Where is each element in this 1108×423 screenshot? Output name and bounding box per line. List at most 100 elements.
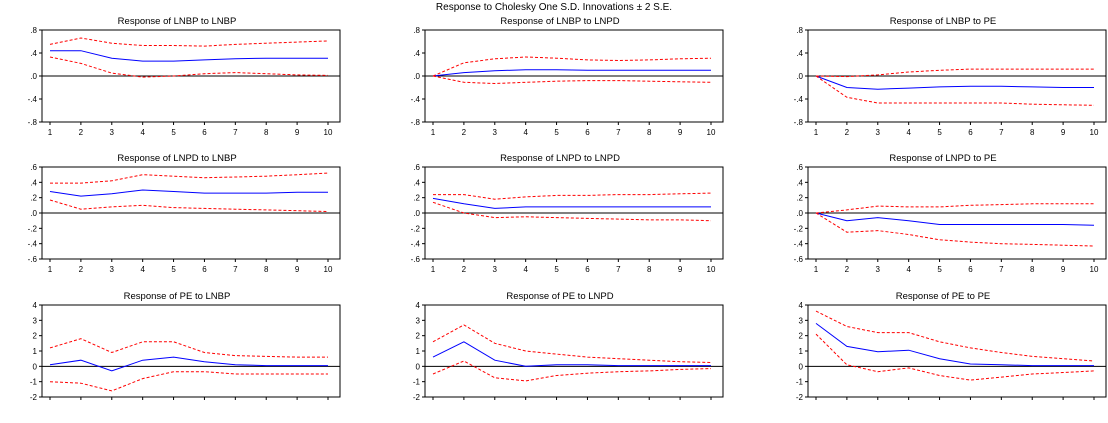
y-tick-label: .8 xyxy=(30,26,37,35)
upper-band-line xyxy=(815,203,1094,214)
x-tick-label: 4 xyxy=(140,128,145,137)
y-tick-label: 3 xyxy=(799,316,804,325)
response-line xyxy=(815,322,1094,367)
y-tick-label: .4 xyxy=(30,49,37,58)
x-tick-label: 2 xyxy=(845,265,850,274)
x-tick-label: 10 xyxy=(1090,265,1099,274)
upper-band-line xyxy=(50,172,329,184)
irf-panel: Response of LNPD to LNBP -.6 -.4 -.2 .0 .2 .4.… xyxy=(12,153,342,281)
x-tick-label: 7 xyxy=(999,265,1004,274)
x-tick-label: 1 xyxy=(814,265,819,274)
y-tick-label: .0 xyxy=(796,209,803,218)
y-tick-label: 0 xyxy=(799,362,804,371)
y-tick-label: -.4 xyxy=(794,240,804,249)
x-tick-label: 8 xyxy=(264,265,269,274)
y-tick-label: .6 xyxy=(413,163,420,172)
x-tick-label: 8 xyxy=(647,265,652,274)
x-tick-label: 8 xyxy=(1030,128,1035,137)
plot-frame xyxy=(424,304,724,398)
irf-panel: Response of LNBP to LNBP -.8 -.4 .0 .4 .8 1 2 3 4… xyxy=(12,16,342,144)
panel-title: Response of LNBP to PE xyxy=(889,16,997,27)
y-tick-label: -.8 xyxy=(411,118,421,127)
x-tick-label: 1 xyxy=(431,265,436,274)
x-tick-label: 7 xyxy=(233,265,238,274)
x-tick-label: 6 xyxy=(585,128,590,137)
irf-chart: -.8 -.4 .0 .4 .8 1 2 3 4 5 6 7 8 9 10 xyxy=(794,26,1107,137)
x-tick-label: 2 xyxy=(462,265,467,274)
x-tick-label: 6 xyxy=(585,265,590,274)
irf-chart: -.6 -.4 -.2 .0 .2 .4 .6 1 2 3 4 5 6 7 8 9 10 xyxy=(411,163,724,274)
panel-title: Response of LNBP to LNPD xyxy=(500,16,620,27)
x-tick-label: 3 xyxy=(110,265,115,274)
response-line xyxy=(49,356,328,372)
response-line xyxy=(432,341,711,367)
lower-band-line xyxy=(432,201,712,222)
x-tick-label: 10 xyxy=(324,128,333,137)
y-tick-label: .4 xyxy=(796,49,803,58)
y-tick-label: -2 xyxy=(30,393,38,402)
y-tick-label: 0 xyxy=(33,362,38,371)
y-tick-label: -2 xyxy=(413,393,421,402)
response-line xyxy=(432,69,711,77)
panel-title: Response of LNPD to LNPD xyxy=(500,153,620,164)
y-tick-label: -.2 xyxy=(28,224,38,233)
x-tick-label: 9 xyxy=(678,265,683,274)
lower-band-line xyxy=(432,360,712,382)
response-line xyxy=(815,212,1095,226)
upper-band-line xyxy=(49,37,329,47)
plot-frame xyxy=(807,304,1107,398)
x-tick-label: 9 xyxy=(1061,265,1066,274)
y-tick-label: -.8 xyxy=(794,118,804,127)
y-tick-label: -.6 xyxy=(28,255,38,264)
x-tick-label: 3 xyxy=(493,128,498,137)
upper-band-line xyxy=(432,56,712,77)
y-tick-label: 3 xyxy=(416,316,421,325)
irf-panel: Response of LNPD to PE -.6 -.4 -.2 .0 .2 .4 .6 1… xyxy=(778,153,1108,281)
x-tick-label: 6 xyxy=(202,265,207,274)
lower-band-line xyxy=(815,75,1095,106)
irf-panel: Response of PE to LNBP -2 -1 0 1 2 3 4 xyxy=(12,291,342,419)
panel-title: Response of LNBP to LNBP xyxy=(117,16,237,27)
x-tick-label: 6 xyxy=(202,128,207,137)
y-tick-label: 4 xyxy=(416,301,421,310)
irf-panel: Response of LNPD to LNPD -.6 -.4 -.2 .0 .2 .4.… xyxy=(395,153,725,281)
x-tick-label: 7 xyxy=(233,128,238,137)
y-tick-label: -1 xyxy=(30,378,38,387)
x-tick-label: 5 xyxy=(937,128,942,137)
response-line xyxy=(49,189,328,197)
y-tick-label: .4 xyxy=(413,178,420,187)
x-tick-label: 4 xyxy=(523,128,528,137)
x-tick-label: 3 xyxy=(876,128,881,137)
lower-band-line xyxy=(432,75,712,85)
y-tick-label: -.8 xyxy=(28,118,38,127)
y-tick-label: .0 xyxy=(30,72,37,81)
x-tick-label: 3 xyxy=(110,128,115,137)
y-tick-label: .0 xyxy=(413,72,420,81)
x-tick-label: 7 xyxy=(616,128,621,137)
irf-chart: -.6 -.4 -.2 .0 .2 .4 .6 1 2 3 4 5 6 7 8 9 10 xyxy=(28,163,341,274)
x-tick-label: 1 xyxy=(48,265,53,274)
x-tick-label: 2 xyxy=(79,265,84,274)
plot-frame xyxy=(41,304,341,398)
y-tick-label: .4 xyxy=(796,178,803,187)
y-tick-label: -1 xyxy=(413,378,421,387)
y-tick-label: 1 xyxy=(799,347,804,356)
y-tick-label: -.4 xyxy=(411,240,421,249)
y-tick-label: -1 xyxy=(796,378,804,387)
irf-panel: Response of LNBP to LNPD -.8 -.4 .0 .4 .8 1 2 3 4… xyxy=(395,16,725,144)
panel-title: Response of PE to LNBP xyxy=(123,291,231,302)
y-tick-label: 2 xyxy=(33,332,38,341)
y-tick-label: 2 xyxy=(416,332,421,341)
y-tick-label: .0 xyxy=(30,209,37,218)
y-tick-label: .2 xyxy=(413,194,420,203)
x-tick-label: 10 xyxy=(707,265,716,274)
x-tick-label: 7 xyxy=(616,265,621,274)
y-tick-label: .8 xyxy=(796,26,803,35)
x-tick-label: 9 xyxy=(1061,128,1066,137)
x-tick-label: 5 xyxy=(171,128,176,137)
panel-title: Response of PE to PE xyxy=(895,291,991,302)
x-tick-label: 3 xyxy=(876,265,881,274)
lower-band-line xyxy=(815,333,1095,381)
y-tick-label: 3 xyxy=(33,316,38,325)
x-tick-label: 5 xyxy=(554,128,559,137)
